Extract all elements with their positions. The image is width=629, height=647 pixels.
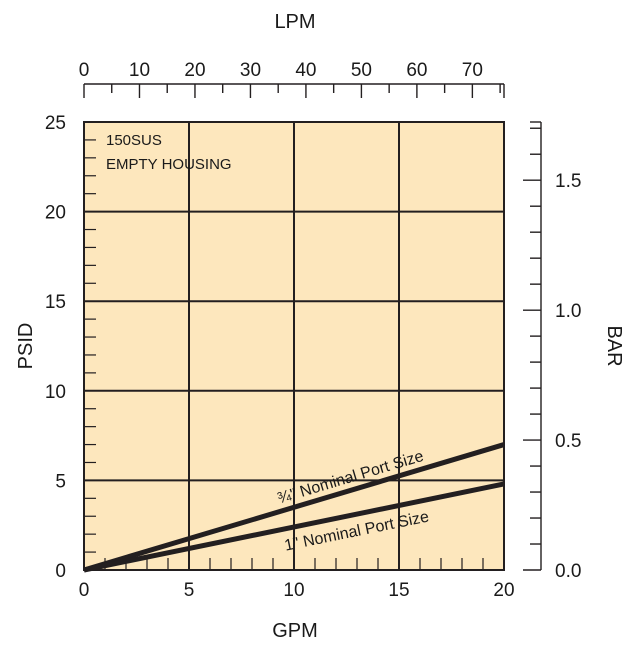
x2-tick-label: 0 bbox=[79, 60, 90, 81]
x2-tick-label: 30 bbox=[240, 60, 261, 81]
x-tick-label: 0 bbox=[79, 580, 90, 601]
right-axis-bar bbox=[523, 121, 542, 571]
tick-labels: 0 5 10 15 20 0 5 10 15 20 25 0 10 20 30 40 50 60 70 0.0 0.5 1… bbox=[45, 60, 582, 601]
x-tick-label: 15 bbox=[388, 580, 409, 601]
y2-axis-title: BAR bbox=[603, 325, 625, 366]
top-axis-lpm bbox=[83, 83, 505, 98]
annotation-150sus: 150SUS bbox=[106, 132, 162, 149]
x2-tick-label: 10 bbox=[129, 60, 150, 81]
x-tick-label: 5 bbox=[184, 580, 195, 601]
plot-border bbox=[83, 121, 505, 571]
x2-axis-title: LPM bbox=[274, 11, 315, 33]
y-tick-label: 20 bbox=[45, 203, 66, 224]
y-tick-label: 10 bbox=[45, 382, 66, 403]
x-tick-label: 20 bbox=[493, 580, 514, 601]
y2-tick-label: 1.5 bbox=[555, 171, 581, 192]
x-axis-title: GPM bbox=[272, 620, 318, 642]
y-tick-label: 25 bbox=[45, 113, 66, 134]
x2-tick-label: 50 bbox=[351, 60, 372, 81]
x2-tick-label: 60 bbox=[406, 60, 427, 81]
y-tick-label: 5 bbox=[55, 471, 66, 492]
y-axis-title: PSID bbox=[15, 323, 37, 370]
y2-tick-label: 1.0 bbox=[555, 301, 581, 322]
series-line-three-quarter-port bbox=[83, 442, 505, 573]
grid-lines bbox=[84, 122, 504, 570]
y-tick-label: 0 bbox=[55, 561, 66, 582]
series-line-one-inch-port bbox=[83, 481, 505, 573]
x-tick-label: 10 bbox=[283, 580, 304, 601]
x2-tick-label: 40 bbox=[295, 60, 316, 81]
annotation-empty-housing: EMPTY HOUSING bbox=[106, 156, 232, 173]
minor-ticks bbox=[84, 139, 484, 570]
y2-tick-label: 0.5 bbox=[555, 431, 581, 452]
series-lines bbox=[83, 442, 505, 573]
y-tick-label: 15 bbox=[45, 292, 66, 313]
x2-tick-label: 20 bbox=[184, 60, 205, 81]
y2-tick-label: 0.0 bbox=[555, 561, 581, 582]
x2-tick-label: 70 bbox=[462, 60, 483, 81]
